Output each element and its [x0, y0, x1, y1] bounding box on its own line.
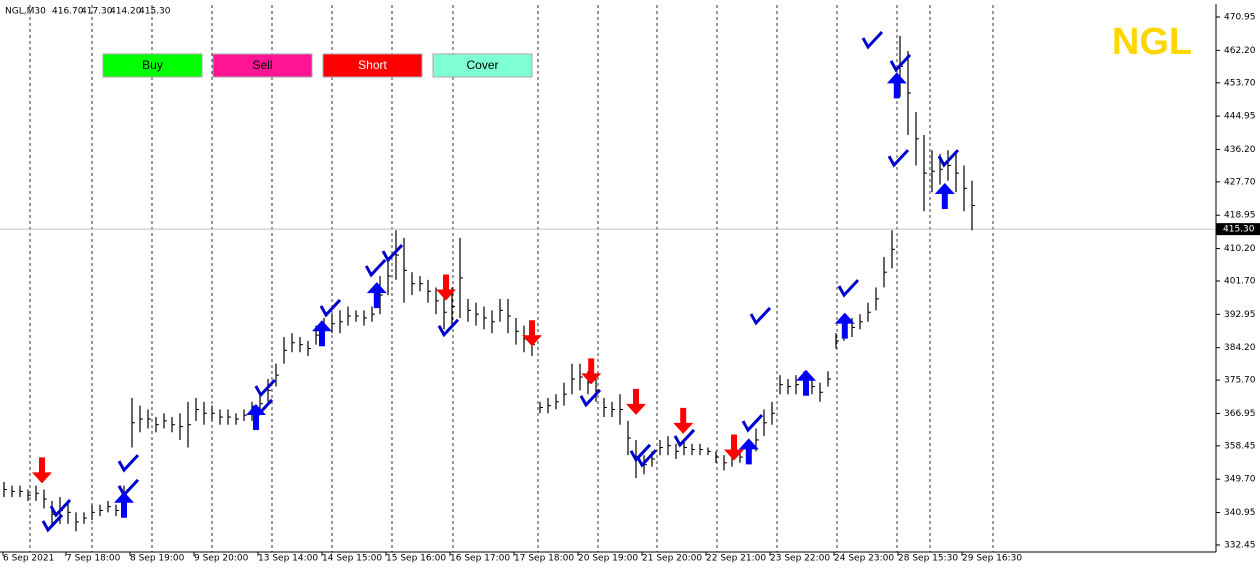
check-mark: [861, 30, 884, 50]
symbol: NGL,M30: [5, 7, 46, 17]
check-mark: [381, 244, 404, 263]
x-tick-label: 29 Sep 16:30: [962, 554, 1022, 564]
x-tick-label: 14 Sep 15:00: [322, 554, 382, 564]
up-arrow: [366, 282, 387, 309]
x-tick-label: 16 Sep 17:00: [450, 554, 510, 564]
check-mark: [41, 513, 64, 533]
quote-value: 416.70: [52, 7, 84, 17]
down-arrow: [436, 274, 456, 301]
y-tick-label: 340.95: [1224, 508, 1256, 518]
check-mark: [635, 449, 658, 468]
button-label: Buy: [142, 58, 163, 72]
quote-value: 415.30: [139, 7, 171, 17]
y-tick-label: 453.70: [1224, 78, 1256, 88]
check-mark: [49, 499, 72, 518]
y-tick-label: 332.45: [1224, 540, 1256, 550]
y-tick-label: 462.20: [1224, 46, 1256, 56]
x-tick-label: 8 Sep 19:00: [130, 554, 185, 564]
y-tick-label: 444.95: [1224, 112, 1256, 122]
down-arrow: [581, 358, 602, 385]
x-tick-label: 7 Sep 18:00: [66, 554, 121, 564]
check-mark: [837, 279, 860, 298]
y-tick-label: 384.20: [1224, 343, 1256, 353]
up-arrow: [934, 182, 955, 209]
check-mark: [629, 443, 652, 463]
button-face: [102, 53, 203, 78]
y-tick-label: 392.95: [1224, 310, 1256, 320]
x-tick-label: 22 Sep 21:00: [706, 554, 766, 564]
down-arrow: [522, 320, 542, 347]
trade-button[interactable]: Short: [322, 53, 423, 78]
y-tick-label: 436.20: [1224, 145, 1256, 155]
x-tick-label: 28 Sep 15:30: [898, 554, 958, 564]
up-arrow: [246, 404, 266, 431]
trade-button[interactable]: Sell: [212, 53, 313, 78]
x-tick-label: 6 Sep 2021: [3, 554, 54, 564]
button-label: Sell: [252, 58, 272, 72]
up-arrow: [796, 369, 816, 396]
y-tick-label: 410.20: [1224, 244, 1256, 254]
check-mark: [749, 306, 772, 326]
check-mark: [364, 258, 387, 278]
y-tick-label: 375.70: [1224, 376, 1256, 386]
down-arrow: [673, 407, 694, 434]
quote-value: 417.30: [81, 7, 113, 17]
chart-title: NGL: [1112, 21, 1192, 63]
down-arrow: [626, 388, 646, 415]
down-arrow: [32, 457, 52, 484]
x-tick-label: 23 Sep 22:00: [770, 554, 830, 564]
x-tick-label: 17 Sep 18:00: [514, 554, 574, 564]
check-mark: [741, 414, 764, 433]
check-mark: [437, 318, 460, 338]
y-tick-label: 401.70: [1224, 276, 1256, 286]
up-arrow: [312, 320, 332, 347]
up-arrow: [886, 72, 907, 99]
current-price-box: [1216, 223, 1260, 236]
current-price-label: 415.30: [1223, 225, 1255, 235]
quote-value: 414.20: [110, 7, 142, 17]
button-face: [212, 53, 313, 78]
check-mark: [254, 378, 276, 398]
x-tick-label: 9 Sep 20:00: [194, 554, 249, 564]
check-mark: [117, 454, 140, 473]
check-mark: [887, 149, 910, 168]
check-mark: [937, 149, 960, 168]
button-label: Cover: [466, 58, 498, 72]
trade-button[interactable]: Buy: [102, 53, 203, 78]
y-tick-label: 427.70: [1224, 177, 1256, 187]
x-tick-label: 24 Sep 23:00: [834, 554, 894, 564]
y-tick-label: 470.95: [1224, 13, 1256, 23]
x-tick-label: 15 Sep 16:00: [386, 554, 446, 564]
x-tick-label: 13 Sep 14:00: [258, 554, 318, 564]
up-arrow: [114, 491, 134, 518]
check-mark: [889, 53, 912, 73]
y-tick-label: 349.70: [1224, 475, 1256, 485]
y-tick-label: 358.45: [1224, 441, 1256, 451]
x-tick-label: 20 Sep 19:00: [578, 554, 638, 564]
button-label: Short: [358, 58, 387, 72]
button-face: [432, 53, 533, 78]
up-arrow: [738, 438, 759, 465]
y-tick-label: 418.95: [1224, 211, 1256, 221]
y-tick-label: 366.95: [1224, 409, 1256, 419]
up-arrow: [834, 312, 855, 339]
button-face: [322, 53, 423, 78]
trade-button[interactable]: Cover: [432, 53, 533, 78]
check-mark: [319, 298, 342, 318]
check-mark: [673, 428, 696, 448]
check-mark: [579, 388, 602, 408]
down-arrow: [724, 434, 744, 461]
x-tick-label: 21 Sep 20:00: [642, 554, 702, 564]
